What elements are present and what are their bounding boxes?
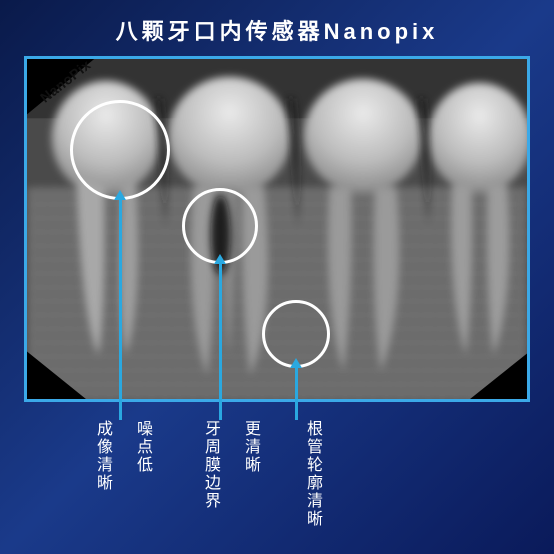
label-low-noise: 噪点低 [130, 420, 154, 474]
label-imaging-clear: 成像清晰 [90, 420, 114, 492]
arrowhead-3 [290, 358, 302, 368]
labels-row: 成像清晰 噪点低 牙周膜边界 更清晰 根管轮廓清晰 [0, 420, 554, 554]
arrowhead-2 [214, 254, 226, 264]
label-canal-outline: 根管轮廓清晰 [300, 420, 324, 528]
label-more-clear: 更清晰 [238, 420, 262, 474]
leader-line-2 [219, 264, 222, 420]
label-pdl-boundary: 牙周膜边界 [198, 420, 222, 510]
arrowhead-1 [114, 190, 126, 200]
leader-line-1 [119, 200, 122, 420]
annotation-circle-2 [182, 188, 258, 264]
title: 八颗牙口内传感器Nanopix [0, 0, 554, 56]
leader-line-3 [295, 368, 298, 420]
annotation-circle-1 [70, 100, 170, 200]
